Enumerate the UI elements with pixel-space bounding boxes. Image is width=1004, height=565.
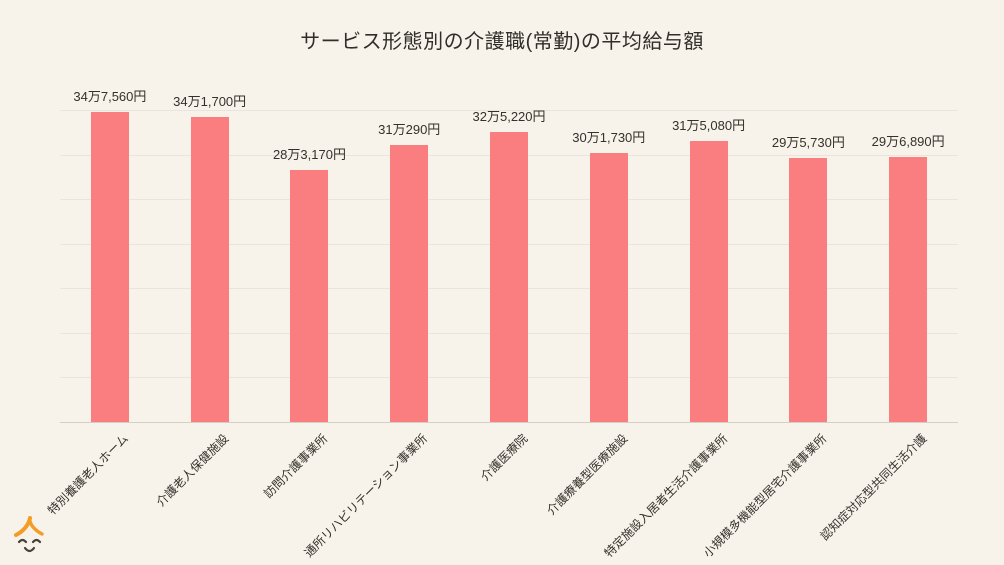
x-axis-label: 認知症対応型共同生活介護 — [817, 431, 930, 544]
bar-group-7: 31万5,080円 特定施設入居者生活介護事業所 — [601, 110, 759, 560]
bar-value-label: 29万5,730円 — [771, 135, 845, 150]
bars-container: 34万7,560円 特別養護老人ホーム 34万1,700円 介護老人保健施設 28万3,… — [45, 89, 958, 560]
mascot-right-eye — [31, 538, 42, 544]
bar-group-6: 30万1,730円介護療養型医療施設 — [544, 110, 659, 518]
bar-group-8: 29万5,730円 小規模多機能型居宅介護事業所 — [701, 110, 858, 560]
bar-group-5: 32万5,220円介護医療院 — [459, 109, 559, 484]
x-axis-label: 介護医療院 — [477, 431, 531, 484]
mascot-mouth — [23, 546, 36, 553]
bar-value-label: 32万5,220円 — [472, 109, 546, 124]
gridline — [60, 110, 958, 111]
bar — [589, 153, 628, 422]
x-axis-label: 介護療養型医療施設 — [543, 431, 631, 518]
mascot-left-eye — [17, 538, 28, 544]
bar — [789, 158, 828, 422]
bar — [290, 170, 329, 422]
bar — [90, 112, 129, 422]
x-axis-line — [60, 422, 958, 423]
bar-group-3: 28万3,170円訪問介護事業所 — [260, 110, 360, 501]
bar — [390, 145, 429, 422]
chart-title: サービス形態別の介護職(常勤)の平均給与額 — [300, 31, 704, 53]
bar — [190, 117, 229, 422]
bar — [689, 141, 728, 422]
bar-value-label: 34万7,560円 — [73, 89, 147, 104]
bar-value-label: 30万1,730円 — [572, 130, 646, 145]
bar-value-label: 29万6,890円 — [871, 134, 945, 149]
bar-value-label: 34万1,700円 — [173, 94, 247, 109]
mascot-roof-left-stroke — [14, 516, 32, 537]
bar-value-label: 31万290円 — [378, 122, 441, 137]
bar-group-2: 34万1,700円介護老人保健施設 — [153, 94, 260, 509]
x-axis-label: 訪問介護事業所 — [261, 431, 331, 501]
mascot-roof-right-stroke — [28, 519, 44, 536]
bar-value-label: 31万5,080円 — [672, 118, 746, 133]
bar — [490, 132, 529, 422]
bar-value-label: 28万3,170円 — [272, 147, 346, 162]
x-axis-label: 介護老人保健施設 — [153, 431, 231, 510]
plot-area: 34万7,560円 特別養護老人ホーム 34万1,700円 介護老人保健施設 28万3,… — [45, 89, 958, 560]
x-axis-label: 特別養護老人ホーム — [45, 431, 132, 518]
bar-group-9: 29万6,890円認知症対応型共同生活介護 — [818, 110, 958, 543]
bar-group-1: 34万7,560円特別養護老人ホーム — [45, 89, 160, 517]
bar-group-4: 31万290円 通所リハビリテーション事業所 — [302, 110, 459, 560]
mascot-face-logo — [14, 516, 44, 553]
bar — [889, 157, 928, 422]
